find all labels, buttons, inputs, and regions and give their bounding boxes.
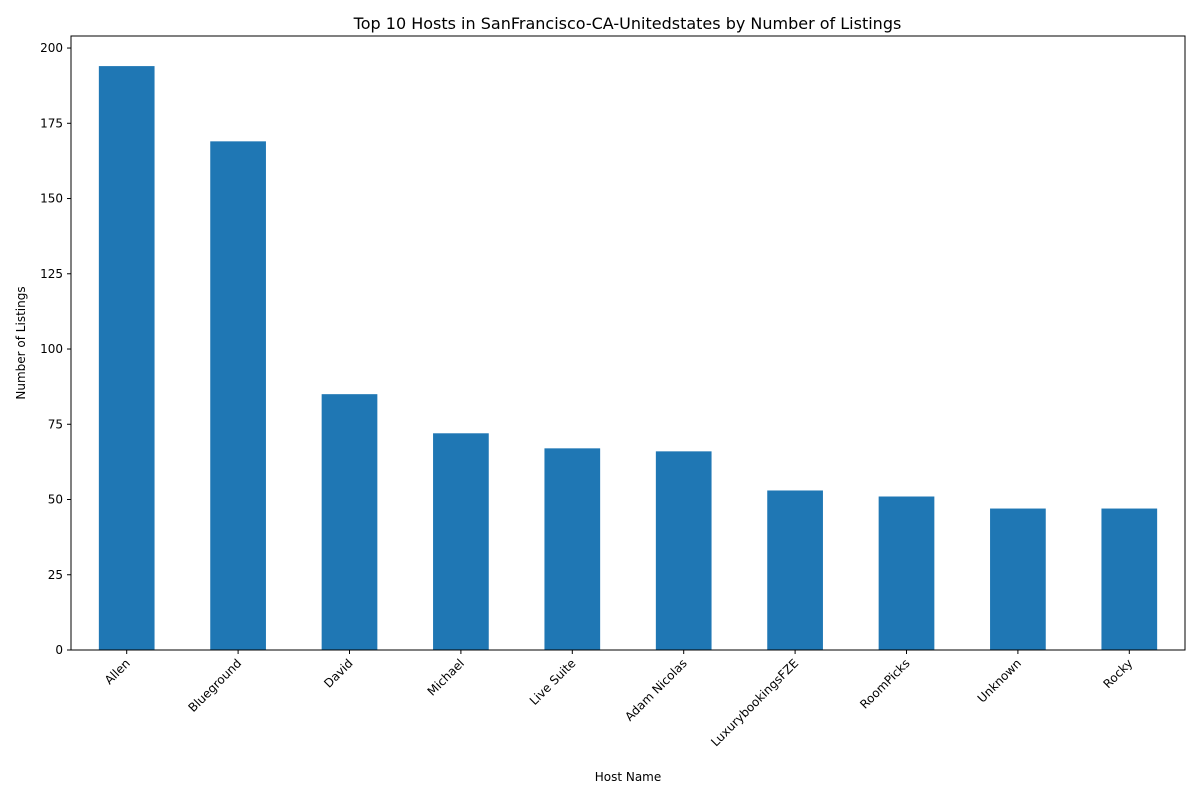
x-tick-label: Adam Nicolas: [622, 656, 690, 724]
bar-rocky: [1101, 508, 1158, 650]
y-tick-label: 100: [40, 342, 63, 356]
y-axis-label: Number of Listings: [14, 286, 28, 399]
y-axis: 0 25 50 75 100 125 150 175 200: [40, 41, 71, 657]
y-tick-label: 0: [55, 643, 63, 657]
bar-luxurybookingsfze: [767, 490, 823, 650]
x-tick-label: Unknown: [975, 656, 1024, 705]
y-tick-label: 200: [40, 41, 63, 55]
bar-unknown: [990, 508, 1046, 650]
x-tick-label: Rocky: [1101, 656, 1136, 691]
y-tick-label: 75: [48, 417, 63, 431]
x-axis: Allen Blueground David Michael Live Suite Ada…: [102, 650, 1136, 749]
bar-michael: [433, 433, 489, 650]
bar-blueground: [210, 141, 266, 650]
bar-allen: [98, 66, 155, 651]
plot-frame: [70, 35, 1186, 651]
bars-layer: [98, 66, 1158, 651]
x-axis-label: Host Name: [595, 770, 662, 784]
y-tick-label: 25: [48, 568, 63, 582]
x-tick-label: David: [321, 656, 355, 690]
x-tick-label: Blueground: [186, 656, 245, 715]
chart-title: Top 10 Hosts in SanFrancisco-CA-Unitedst…: [353, 14, 902, 33]
x-tick-label: Live Suite: [527, 656, 579, 708]
y-tick-label: 125: [40, 267, 63, 281]
y-tick-label: 150: [40, 192, 63, 206]
x-tick-label: LuxurybookingsFZE: [708, 656, 801, 749]
bar-adam-nicolas: [655, 451, 712, 650]
bar-roompicks: [878, 496, 935, 650]
y-tick-label: 50: [48, 493, 63, 507]
bar-david: [321, 394, 378, 650]
x-tick-label: Michael: [425, 656, 467, 698]
y-tick-label: 175: [40, 116, 63, 130]
x-tick-label: Allen: [102, 656, 133, 687]
bar-live-suite: [544, 448, 601, 650]
x-tick-label: RoomPicks: [857, 656, 912, 711]
